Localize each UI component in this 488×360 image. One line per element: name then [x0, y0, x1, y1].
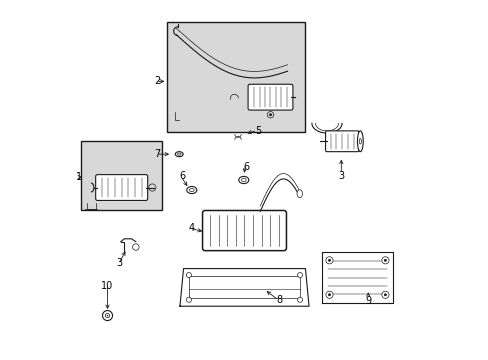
Ellipse shape	[359, 139, 361, 144]
Ellipse shape	[296, 190, 302, 198]
FancyBboxPatch shape	[202, 211, 286, 251]
Circle shape	[268, 113, 271, 116]
Circle shape	[186, 273, 191, 278]
Circle shape	[383, 293, 386, 296]
Circle shape	[325, 291, 332, 298]
Circle shape	[325, 257, 332, 264]
Ellipse shape	[357, 131, 363, 152]
Text: 6: 6	[244, 162, 249, 172]
Bar	[81, 140, 162, 211]
Circle shape	[327, 293, 330, 296]
Text: 1: 1	[76, 172, 82, 182]
Bar	[167, 22, 305, 132]
Text: 7: 7	[154, 149, 160, 159]
Circle shape	[106, 315, 108, 316]
Polygon shape	[321, 252, 392, 303]
Circle shape	[102, 311, 112, 320]
Ellipse shape	[177, 153, 181, 155]
Ellipse shape	[175, 152, 183, 157]
Polygon shape	[180, 269, 308, 306]
Text: 6: 6	[179, 171, 185, 181]
Ellipse shape	[186, 186, 196, 194]
Circle shape	[327, 259, 330, 262]
Text: 10: 10	[101, 281, 113, 291]
Bar	[188, 276, 300, 298]
Ellipse shape	[189, 188, 194, 192]
Ellipse shape	[238, 176, 248, 184]
Circle shape	[105, 314, 109, 318]
Circle shape	[381, 291, 388, 298]
FancyBboxPatch shape	[325, 131, 358, 152]
Circle shape	[186, 297, 191, 302]
Text: 5: 5	[255, 126, 261, 135]
Text: 3: 3	[338, 171, 344, 181]
Circle shape	[383, 259, 386, 262]
Text: 4: 4	[188, 224, 195, 233]
Circle shape	[381, 257, 388, 264]
Ellipse shape	[241, 179, 245, 181]
Text: 3: 3	[116, 258, 122, 268]
Circle shape	[297, 297, 302, 302]
Circle shape	[297, 273, 302, 278]
Text: 9: 9	[365, 296, 370, 306]
FancyBboxPatch shape	[96, 175, 147, 201]
Text: 2: 2	[154, 76, 160, 86]
Text: 8: 8	[276, 295, 283, 305]
FancyBboxPatch shape	[247, 84, 292, 110]
